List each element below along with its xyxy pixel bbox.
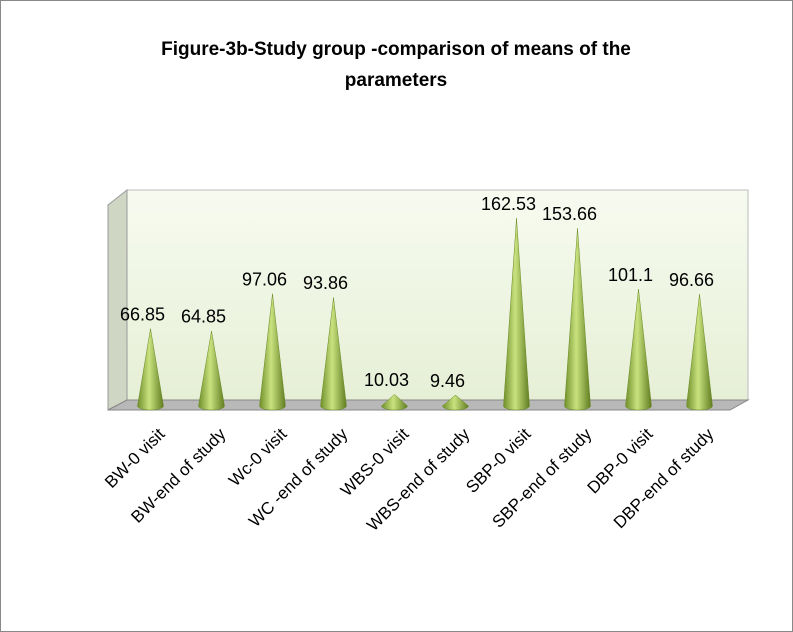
- cone: [381, 394, 408, 411]
- cone: [198, 330, 225, 411]
- chart-title: Figure-3b-Study group -comparison of mea…: [161, 39, 631, 60]
- data-label: 93.86: [303, 273, 348, 293]
- data-label: 101.1: [608, 265, 653, 285]
- chart-title: parameters: [345, 70, 447, 91]
- data-label: 9.46: [430, 371, 465, 391]
- data-label: 162.53: [481, 194, 536, 214]
- data-label: 64.85: [181, 307, 226, 327]
- cone: [320, 297, 347, 411]
- cone: [686, 294, 713, 411]
- cone: [137, 328, 164, 411]
- data-label: 153.66: [542, 204, 597, 224]
- data-label: 97.06: [242, 269, 287, 289]
- data-label: 10.03: [364, 370, 409, 390]
- back-wall: [126, 189, 749, 401]
- data-label: 66.85: [120, 304, 165, 324]
- side-wall: [107, 188, 128, 411]
- cone: [259, 293, 286, 411]
- cone: [564, 228, 591, 411]
- cone: [442, 394, 469, 411]
- cone: [503, 217, 530, 411]
- data-label: 96.66: [669, 270, 714, 290]
- cone: [625, 289, 652, 411]
